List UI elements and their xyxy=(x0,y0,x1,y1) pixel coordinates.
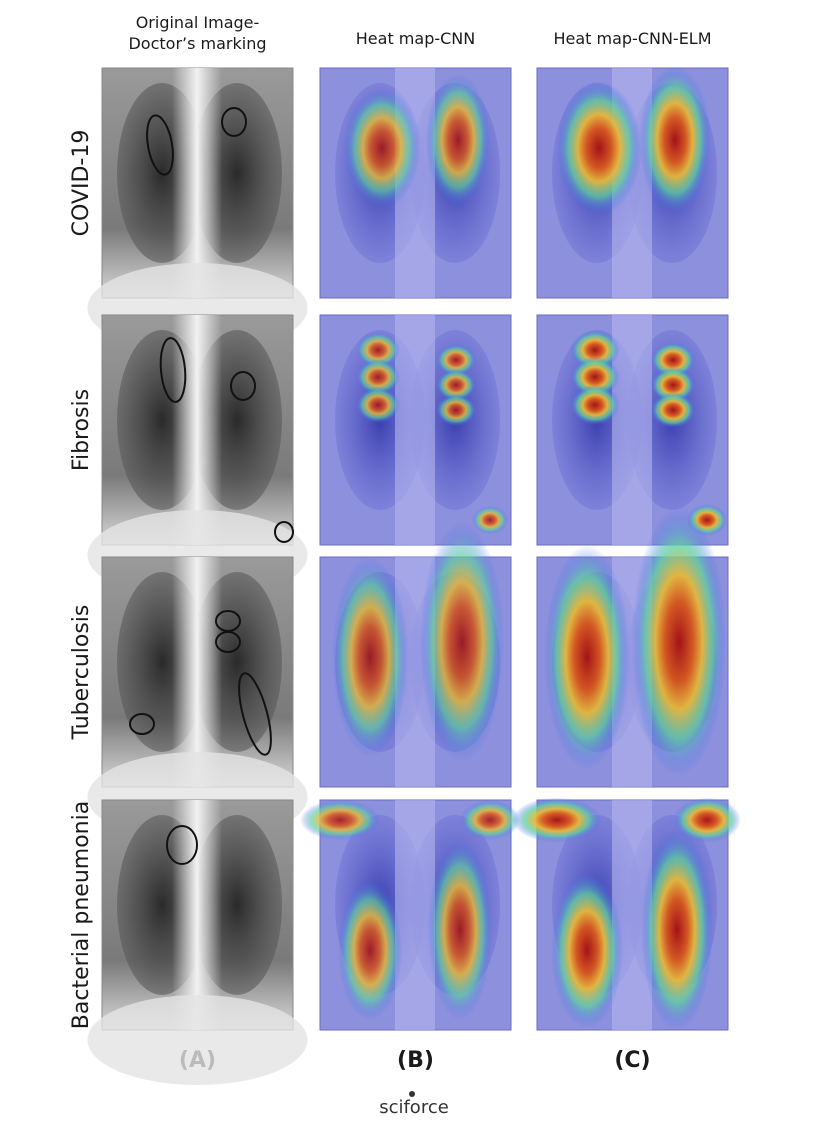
heat-blob xyxy=(300,800,380,840)
spine xyxy=(172,68,222,298)
doctor-marking xyxy=(146,114,174,176)
diaphragm xyxy=(87,995,308,1085)
panel xyxy=(87,799,308,1085)
panel xyxy=(319,522,512,788)
heat-blob xyxy=(570,356,620,398)
panel xyxy=(319,314,512,546)
panel xyxy=(536,507,729,788)
brand: sciforce xyxy=(379,1097,449,1118)
panel xyxy=(87,67,308,353)
panel xyxy=(87,556,308,842)
column-label: (C) xyxy=(614,1048,650,1073)
heat-blob xyxy=(356,332,400,368)
spine xyxy=(172,557,222,787)
doctor-marking xyxy=(166,825,198,865)
heat-blob xyxy=(631,507,727,777)
heat-blob xyxy=(338,880,402,1020)
heat-blob xyxy=(570,384,620,426)
panel xyxy=(300,799,520,1031)
doctor-marking xyxy=(159,337,187,403)
heat-blob xyxy=(551,871,623,1029)
panel xyxy=(536,314,729,546)
heat-blob xyxy=(436,344,476,376)
heat-blob xyxy=(639,66,711,214)
doctor-marking xyxy=(230,371,256,401)
brand-dot xyxy=(409,1091,415,1097)
heat-blob xyxy=(420,522,504,762)
heat-blob xyxy=(650,392,696,428)
row-label: Fibrosis xyxy=(69,389,94,471)
spine xyxy=(395,800,435,1030)
heat-blob xyxy=(650,342,696,378)
heat-blob xyxy=(356,387,400,423)
heat-blob xyxy=(332,557,408,757)
heat-blob xyxy=(556,80,642,216)
column-label: (B) xyxy=(397,1048,434,1073)
column-header: Heat map-CNN-ELM xyxy=(553,29,711,48)
row-label: COVID-19 xyxy=(69,130,94,237)
heat-blob xyxy=(428,840,492,1020)
row-label: Bacterial pneumonia xyxy=(69,801,94,1029)
heat-blob xyxy=(512,797,602,843)
doctor-marking xyxy=(215,631,241,653)
heat-blob xyxy=(356,359,400,395)
heat-blob xyxy=(460,800,520,840)
heat-blob xyxy=(673,797,741,843)
row-label: Tuberculosis xyxy=(69,605,94,741)
heat-blob xyxy=(544,545,630,769)
heat-blob xyxy=(344,88,420,208)
heat-blob xyxy=(641,829,713,1031)
heat-blob xyxy=(650,367,696,403)
panel xyxy=(536,66,729,299)
heat-blob xyxy=(436,369,476,401)
doctor-marking xyxy=(274,521,294,543)
column-header: Heat map-CNN xyxy=(356,29,475,48)
doctor-marking xyxy=(238,672,272,756)
panel xyxy=(87,314,308,600)
column-header: Doctor’s marking xyxy=(128,34,266,53)
panel xyxy=(319,67,512,299)
doctor-marking xyxy=(129,713,155,735)
spine xyxy=(172,315,222,545)
heat-blob xyxy=(472,506,508,534)
panel xyxy=(512,797,741,1031)
spine xyxy=(395,315,435,545)
heat-blob xyxy=(436,394,476,426)
column-header: Original Image- xyxy=(136,13,260,32)
heat-blob xyxy=(426,74,490,206)
doctor-marking xyxy=(221,107,247,137)
